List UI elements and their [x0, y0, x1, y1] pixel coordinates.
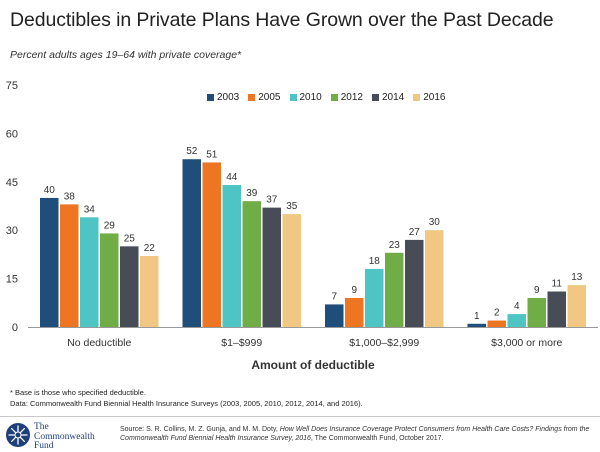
- bar-2012-3: [385, 252, 404, 327]
- bar-2012-4: [527, 297, 546, 327]
- bar-2016-1: [140, 256, 159, 327]
- commonwealth-fund-logo-icon: [6, 423, 30, 447]
- bar-2010-1: [80, 217, 99, 327]
- logo-line-2: Commonwealth: [34, 431, 95, 442]
- data-label: 23: [389, 240, 401, 251]
- x-category-label: $1–$999: [221, 337, 262, 349]
- data-label: 13: [571, 272, 583, 283]
- data-label: 44: [226, 172, 238, 183]
- data-label: 4: [514, 301, 520, 312]
- y-tick-label: 15: [6, 274, 18, 286]
- bar-2016-4: [567, 285, 586, 327]
- legend-item-2010: 2010: [289, 92, 322, 103]
- footer-divider: [0, 416, 600, 451]
- legend-item-2016: 2016: [413, 92, 446, 103]
- source-title: How Well Does Insurance Coverage Protect…: [120, 426, 590, 442]
- bar-2010-2: [222, 185, 241, 327]
- bar-2003-4: [467, 323, 486, 327]
- data-label: 39: [246, 188, 258, 199]
- bar-2003-3: [325, 304, 344, 327]
- legend-item-2014: 2014: [372, 92, 404, 103]
- data-label: 11: [552, 279, 563, 290]
- chart-legend: 2003 2005 2010 2012 2014 2016: [207, 92, 446, 103]
- data-label: 29: [104, 220, 116, 231]
- bar-2012-2: [242, 201, 261, 327]
- bar-2003-2: [182, 159, 201, 327]
- legend-item-2012: 2012: [330, 92, 363, 103]
- legend-swatch: [207, 94, 214, 101]
- data-label: 27: [409, 227, 421, 238]
- legend-label: 2016: [423, 92, 446, 103]
- legend-swatch: [330, 94, 338, 101]
- bar-2005-2: [202, 162, 221, 327]
- bar-2014-4: [547, 291, 566, 327]
- footnote-data: Data: Commonwealth Fund Biennial Health …: [10, 399, 363, 408]
- chart-subtitle: Percent adults ages 19–64 with private c…: [10, 49, 242, 61]
- data-label: 37: [266, 195, 278, 206]
- y-tick-label: 75: [6, 80, 18, 92]
- bar-2016-3: [425, 230, 444, 327]
- y-tick-label: 60: [6, 128, 18, 140]
- legend-label: 2005: [258, 92, 281, 103]
- data-label: 7: [331, 291, 337, 302]
- source-prefix: Source: S. R. Collins, M. Z. Gunja, and …: [120, 426, 280, 433]
- legend-item-2003: 2003: [207, 92, 239, 103]
- bar-2003-1: [40, 197, 59, 327]
- data-label: 30: [429, 217, 441, 228]
- data-label: 2: [494, 308, 500, 319]
- legend-label: 2010: [299, 92, 322, 103]
- data-label: 40: [44, 185, 56, 196]
- legend-swatch: [248, 94, 256, 101]
- source-suffix: , The Commonwealth Fund, October 2017.: [310, 435, 444, 442]
- logo-wordmark: The Commonwealth Fund: [34, 422, 95, 452]
- x-category-label: No deductible: [67, 337, 131, 349]
- legend-swatch: [372, 94, 379, 101]
- legend-label: 2003: [217, 92, 240, 103]
- data-label: 38: [64, 191, 76, 202]
- bar-2010-3: [365, 268, 384, 327]
- bar-2012-1: [100, 233, 119, 327]
- data-label: 1: [474, 311, 480, 322]
- bar-2005-3: [345, 297, 364, 327]
- y-tick-label: 45: [6, 177, 18, 189]
- x-category-label: $1,000–$2,999: [349, 337, 419, 349]
- bar-2014-1: [120, 246, 139, 327]
- bar-2005-1: [60, 204, 79, 327]
- bar-2016-2: [282, 214, 301, 327]
- legend-swatch: [413, 94, 421, 101]
- data-label: 34: [84, 204, 96, 215]
- y-tick-label: 30: [6, 225, 18, 237]
- logo-line-3: Fund: [34, 441, 54, 451]
- bar-2014-2: [262, 207, 281, 327]
- data-label: 9: [351, 285, 357, 296]
- logo-line-1: The: [34, 422, 49, 432]
- bar-2010-4: [507, 314, 526, 327]
- chart-title: Deductibles in Private Plans Have Grown …: [10, 9, 554, 31]
- data-label: 51: [206, 149, 218, 160]
- bar-2014-3: [405, 239, 424, 327]
- legend-swatch: [289, 94, 297, 101]
- data-label: 9: [534, 285, 540, 296]
- x-axis-title: Amount of deductible: [251, 358, 375, 372]
- source-citation: Source: S. R. Collins, M. Z. Gunja, and …: [120, 425, 596, 443]
- data-label: 35: [286, 201, 298, 212]
- data-label: 18: [369, 256, 381, 267]
- legend-label: 2012: [340, 92, 363, 103]
- bar-2005-4: [487, 320, 506, 327]
- legend-label: 2014: [382, 92, 405, 103]
- data-label: 25: [124, 233, 136, 244]
- footnote-base: * Base is those who specified deductible…: [10, 388, 146, 397]
- legend-item-2005: 2005: [248, 92, 281, 103]
- data-label: 52: [186, 146, 198, 157]
- y-tick-label: 0: [12, 322, 18, 334]
- data-label: 22: [144, 243, 156, 254]
- x-category-label: $3,000 or more: [491, 337, 562, 349]
